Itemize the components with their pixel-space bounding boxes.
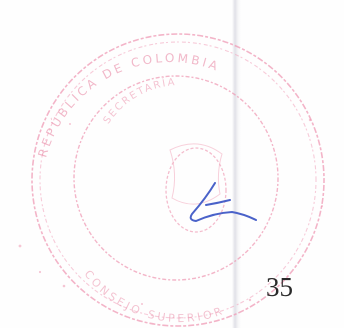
signature-mark: [189, 182, 257, 222]
stamp-outer-ring: [31, 33, 325, 327]
stamp-inner-ring: [73, 75, 279, 281]
stamp-ink-specks: [18, 118, 323, 305]
stamp-emblem: [165, 147, 227, 233]
page-fold-line: [232, 0, 241, 328]
page-number: 35: [266, 272, 293, 302]
